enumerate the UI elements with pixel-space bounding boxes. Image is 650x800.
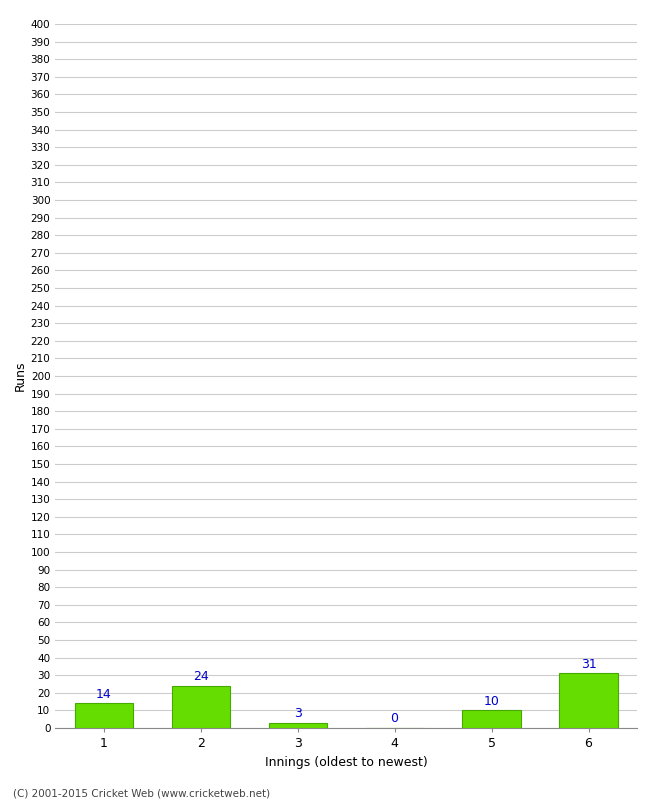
X-axis label: Innings (oldest to newest): Innings (oldest to newest) (265, 755, 428, 769)
Bar (560, 674, 618, 728)
Text: (C) 2001-2015 Cricket Web (www.cricketweb.net): (C) 2001-2015 Cricket Web (www.cricketwe… (13, 788, 270, 798)
Bar (75, 703, 133, 728)
Bar (268, 722, 327, 728)
Text: 14: 14 (96, 688, 112, 701)
Text: 3: 3 (294, 707, 302, 720)
Text: 31: 31 (580, 658, 597, 670)
Text: 0: 0 (391, 712, 398, 726)
Text: 10: 10 (484, 694, 499, 708)
Y-axis label: Runs: Runs (14, 361, 27, 391)
Bar (463, 710, 521, 728)
Text: 24: 24 (193, 670, 209, 683)
Bar (172, 686, 230, 728)
